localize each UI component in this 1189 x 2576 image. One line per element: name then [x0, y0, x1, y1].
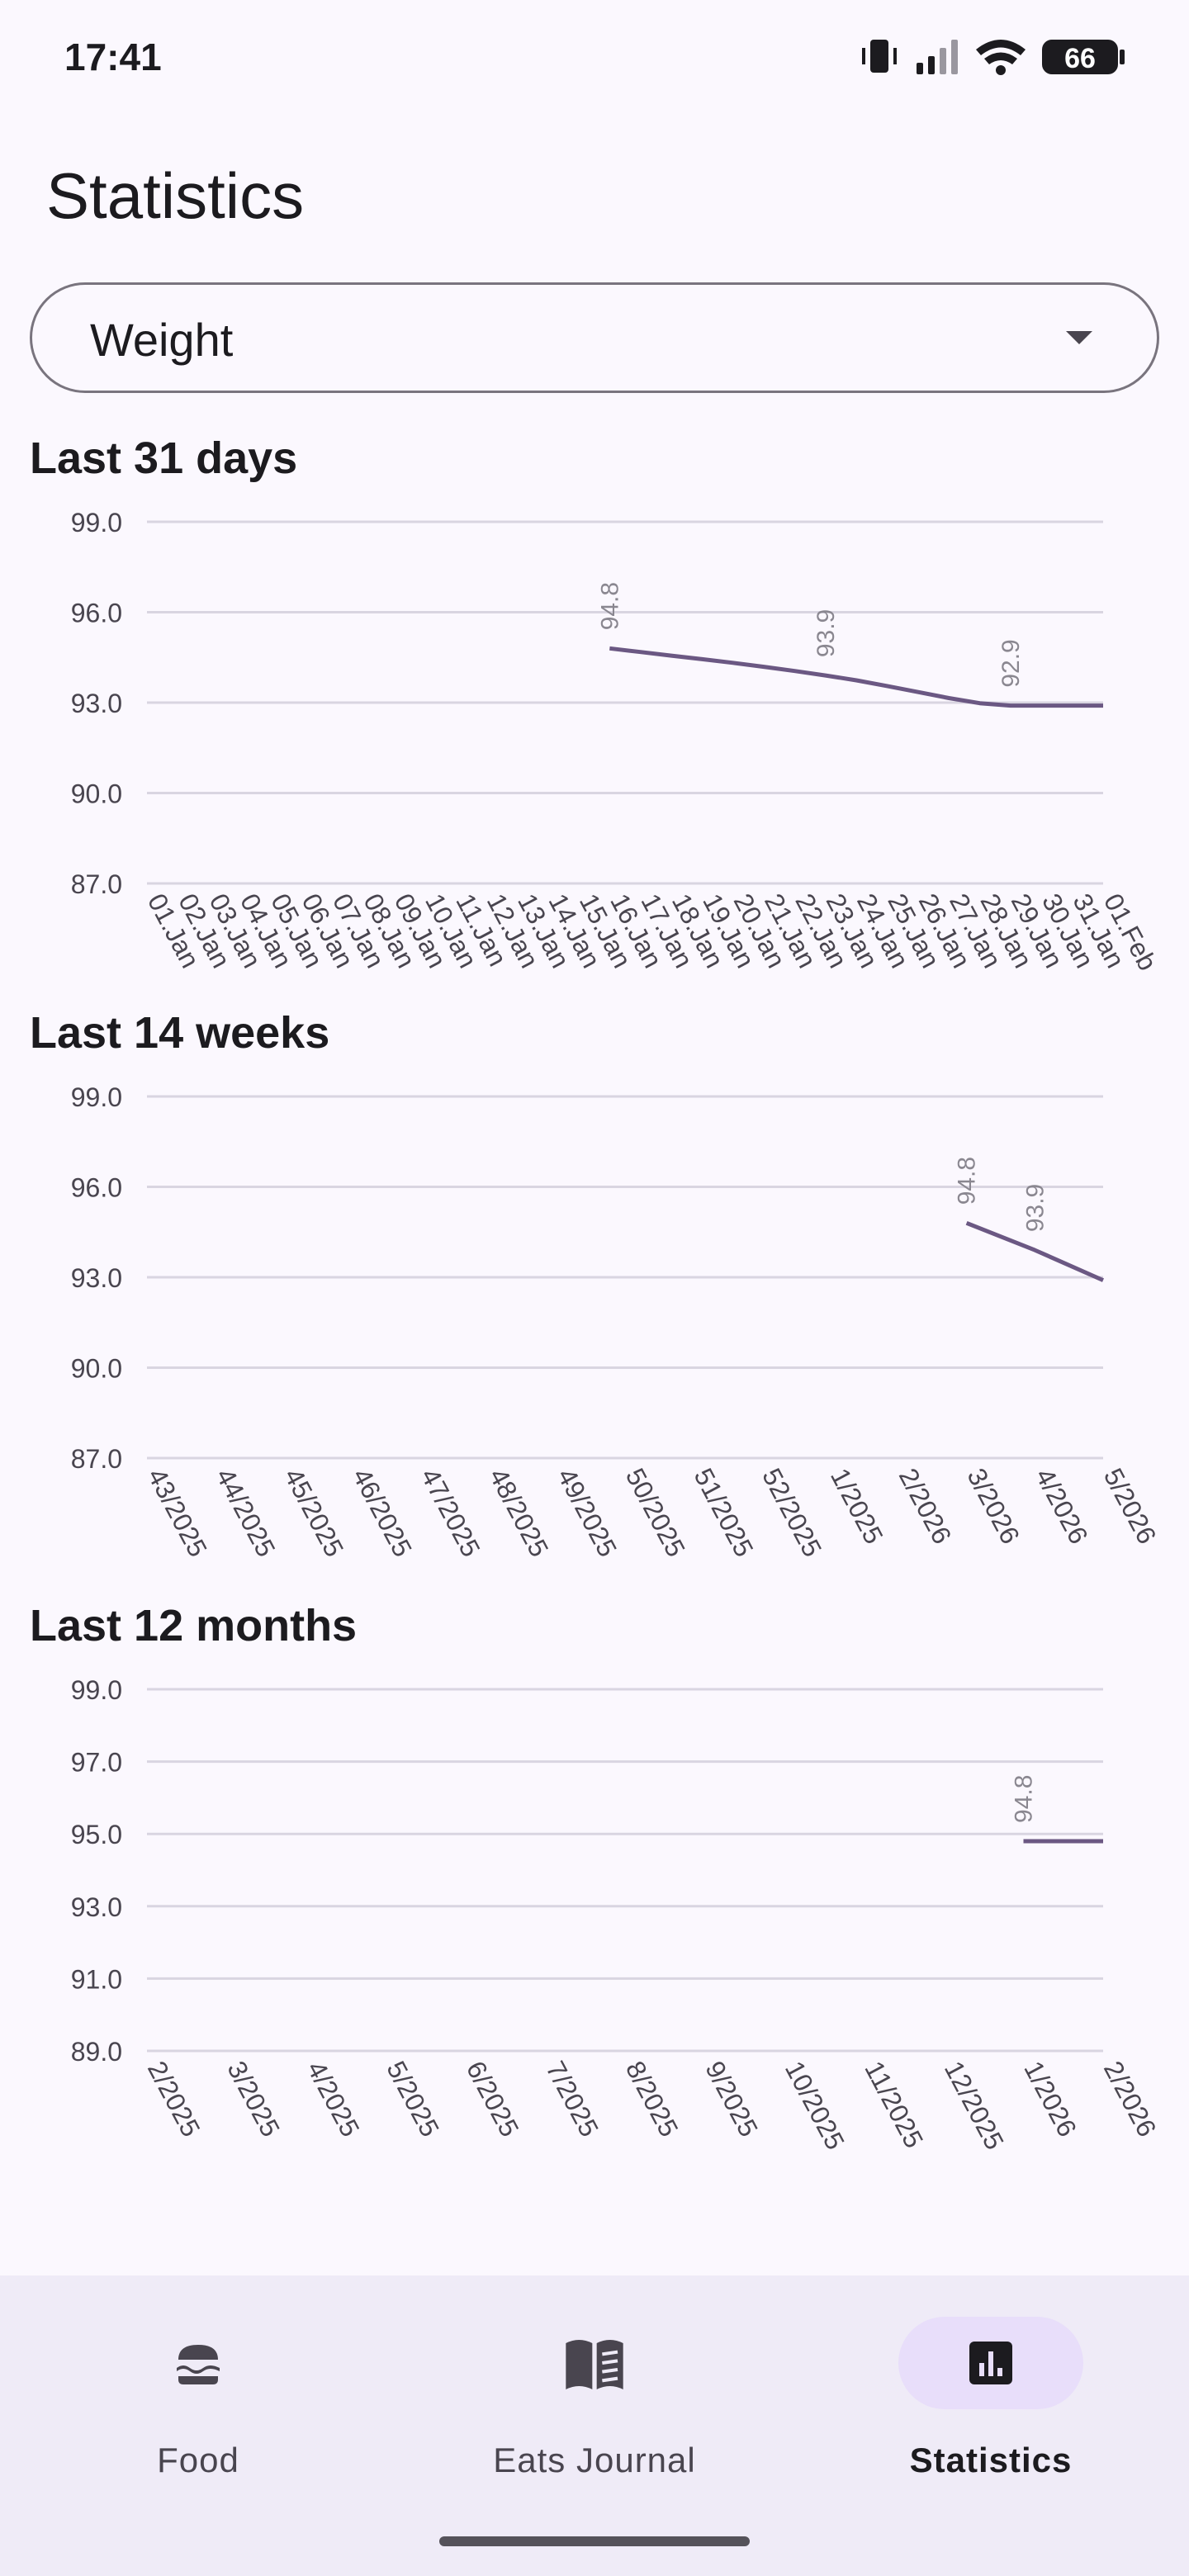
nav-label-eats-journal: Eats Journal: [493, 2441, 696, 2479]
status-bar: 17:41 66: [0, 0, 1189, 116]
x-tick-label: 1/2025: [825, 1463, 889, 1548]
x-tick-label: 1/2026: [1018, 2056, 1082, 2141]
nav-label-statistics: Statistics: [909, 2441, 1073, 2479]
y-tick-label: 87.0: [71, 869, 122, 899]
section-title-12-months: Last 12 months: [30, 1601, 358, 1650]
x-tick-label: 10/2025: [779, 2056, 850, 2154]
y-tick-label: 93.0: [71, 1263, 122, 1293]
open-book-icon: [566, 2340, 623, 2389]
y-tick-label: 99.0: [71, 508, 122, 537]
status-icons: 66: [862, 40, 1125, 75]
battery-icon: 66: [1042, 40, 1125, 74]
y-tick-label: 89.0: [71, 2037, 122, 2067]
nav-label-food: Food: [157, 2441, 239, 2479]
dropdown-value: Weight: [90, 314, 234, 366]
data-label: 94.8: [954, 1157, 981, 1205]
dropdown-arrow-icon: [1066, 331, 1092, 344]
y-tick-label: 96.0: [71, 599, 122, 628]
chart-last-14-weeks: 99.0 96.0 93.0 90.0 87.0 43/202544/202545/202…: [71, 1082, 1163, 1561]
x-tick-label: 6/2025: [461, 2056, 525, 2141]
x-tick-label: 49/2025: [552, 1463, 623, 1561]
y-tick-label: 93.0: [71, 1892, 122, 1922]
section-title-14-weeks: Last 14 weeks: [30, 1008, 330, 1058]
x-tick-label: 51/2025: [689, 1463, 760, 1561]
y-tick-label: 99.0: [71, 1675, 122, 1705]
x-tick-label: 3/2025: [221, 2056, 286, 2141]
chart-last-12-months: 99.0 97.0 95.0 93.0 91.0 89.0 2/2025 3/2025 4/20…: [71, 1675, 1163, 2154]
x-tick-label: 43/2025: [142, 1463, 213, 1561]
nav-item-eats-journal[interactable]: Eats Journal: [471, 2317, 718, 2482]
series-line: [609, 646, 1103, 708]
x-tick-label: 44/2025: [211, 1463, 282, 1561]
x-tick-label: 50/2025: [620, 1463, 691, 1561]
y-tick-label: 91.0: [71, 1964, 122, 1994]
page-title: Statistics: [46, 159, 305, 232]
x-tick-label: 2/2026: [893, 1463, 958, 1548]
x-tick-label: 52/2025: [756, 1463, 827, 1561]
y-tick-label: 87.0: [71, 1444, 122, 1474]
home-indicator: [439, 2536, 750, 2546]
x-tick-label: 8/2025: [620, 2056, 685, 2141]
y-tick-label: 93.0: [71, 689, 122, 718]
x-tick-label: 4/2026: [1030, 1463, 1094, 1548]
metric-dropdown[interactable]: Weight: [30, 282, 1159, 393]
x-tick-label: 47/2025: [415, 1463, 486, 1561]
x-tick-label: 7/2025: [540, 2056, 604, 2141]
x-tick-label: 11/2025: [859, 2056, 929, 2152]
chart-last-31-days: 99.096.093.090.087.001.Jan02.Jan03.Jan04…: [71, 508, 1163, 975]
y-tick-label: 97.0: [71, 1748, 122, 1778]
vibrate-icon: [862, 40, 897, 73]
data-label: 94.8: [596, 582, 623, 630]
data-label: 93.9: [1021, 1184, 1049, 1232]
nav-item-food[interactable]: Food: [74, 2317, 322, 2482]
data-label: 94.8: [1011, 1775, 1038, 1823]
y-tick-label: 95.0: [71, 1820, 122, 1849]
section-title-31-days: Last 31 days: [30, 433, 298, 483]
x-tick-label: 5/2025: [381, 2056, 445, 2141]
status-time: 17:41: [64, 36, 162, 78]
x-tick-label: 46/2025: [347, 1463, 418, 1561]
x-tick-label: 12/2025: [939, 2056, 1010, 2154]
x-tick-label: 2/2026: [1098, 2056, 1163, 2141]
data-label: 92.9: [997, 639, 1025, 687]
y-tick-label: 96.0: [71, 1173, 122, 1203]
burger-icon: [177, 2345, 220, 2384]
x-tick-label: 9/2025: [699, 2056, 764, 2141]
y-tick-label: 99.0: [71, 1082, 122, 1112]
x-tick-label: 3/2026: [961, 1463, 1026, 1548]
battery-level: 66: [1064, 43, 1096, 74]
wifi-icon: [976, 40, 1026, 75]
x-tick-label: 4/2025: [301, 2056, 366, 2141]
series-line: [965, 1220, 1105, 1282]
signal-icon: [917, 40, 958, 74]
x-tick-label: 5/2026: [1098, 1463, 1163, 1548]
data-label: 93.9: [812, 609, 840, 657]
x-tick-label: 45/2025: [278, 1463, 349, 1561]
bar-chart-icon: [969, 2342, 1012, 2384]
y-tick-label: 90.0: [71, 779, 122, 809]
x-tick-label: 2/2025: [142, 2056, 206, 2141]
bottom-navigation: Food Eats Journal Statistics: [0, 2275, 1189, 2576]
x-tick-label: 48/2025: [483, 1463, 554, 1561]
y-tick-label: 90.0: [71, 1354, 122, 1384]
nav-item-statistics[interactable]: Statistics: [867, 2317, 1115, 2482]
